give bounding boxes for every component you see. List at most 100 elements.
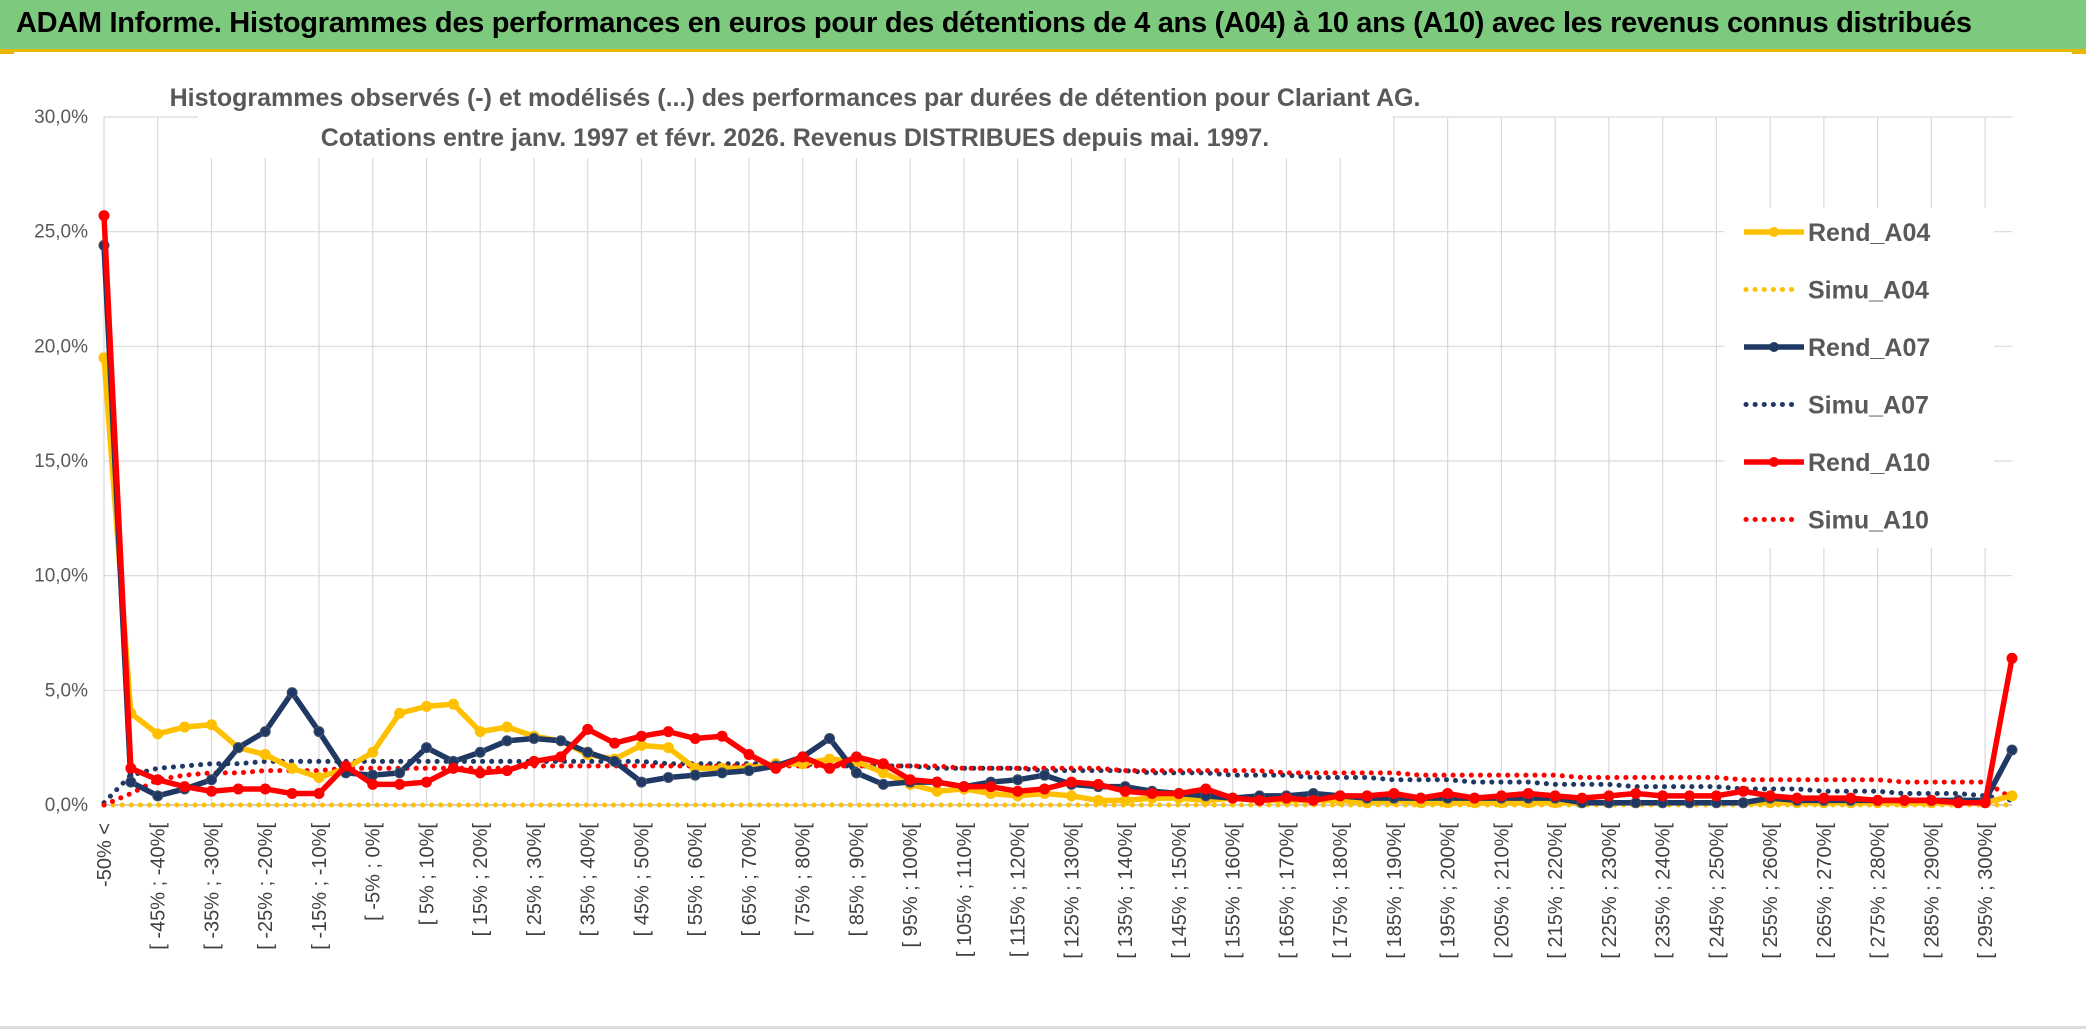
point-Rend_A10 [313,788,325,800]
point-Rend_A07 [125,776,137,788]
point-Rend_A07 [1630,797,1642,809]
point-Rend_A10 [420,776,432,788]
point-Rend_A10 [1818,792,1830,804]
y-tick-label: 10,0% [34,566,88,587]
point-Rend_A10 [447,762,459,774]
x-tick-label: [ 135% ; 140%[ [1115,823,1137,959]
point-Rend_A10 [1522,788,1534,800]
x-tick-label: [ 195% ; 200%[ [1438,823,1460,959]
x-tick-label: [ 155% ; 160%[ [1223,823,1245,959]
point-Rend_A10 [1952,797,1964,809]
point-Rend_A10 [555,751,567,763]
point-Rend_A10 [205,785,217,797]
point-Rend_A10 [1979,797,1991,809]
point-Rend_A10 [877,758,889,770]
x-tick-label: [ 75% ; 80%[ [793,823,815,937]
point-Rend_A07 [555,735,567,747]
point-Rend_A10 [985,781,997,793]
point-Rend_A07 [259,726,271,738]
x-tick-label: [ 25% ; 30%[ [524,823,546,937]
legend-marker [1769,342,1779,352]
point-Rend_A10 [232,783,244,795]
legend-entry-Simu_A04: Simu_A04 [1743,277,1929,305]
header-banner: ADAM Informe. Histogrammes des performan… [0,0,2086,52]
legend-entry-Simu_A07: Simu_A07 [1743,392,1929,420]
y-axis-ticks: 0,0% 5,0% 10,0% 15,0% 20,0% 25,0% 30,0% [34,107,88,816]
point-Rend_A10 [770,762,782,774]
point-Rend_A10 [1388,788,1400,800]
point-Rend_A07 [850,767,862,779]
point-Rend_A10 [1200,783,1212,795]
point-Rend_A10 [1280,792,1292,804]
point-Rend_A10 [1227,792,1239,804]
x-axis-ticks: -50% < [ -45% ; -40%[[ -35% ; -30%[[ -25%… [94,823,1997,959]
point-Rend_A07 [662,771,674,783]
point-Rend_A10 [716,730,728,742]
point-Rend_A10 [931,776,943,788]
x-tick-label: [ 95% ; 100%[ [900,823,922,948]
point-Rend_A10 [501,765,513,777]
point-Rend_A10 [1872,794,1884,806]
point-Rend_A04 [367,746,379,758]
point-Rend_A10 [1764,790,1776,802]
x-tick-label: [ 45% ; 50%[ [631,823,653,937]
point-Rend_A04 [1092,794,1104,806]
x-tick-label: [ -45% ; -40%[ [148,823,170,950]
point-Rend_A04 [662,742,674,754]
title-backdrop [198,76,1392,158]
point-Rend_A04 [152,728,164,740]
point-Rend_A07 [286,687,298,699]
point-Rend_A10 [1119,785,1131,797]
x-tick-label: [ 5% ; 10%[ [416,823,438,926]
point-Rend_A10 [1603,790,1615,802]
point-Rend_A10 [1925,794,1937,806]
point-Rend_A10 [1092,778,1104,790]
point-Rend_A10 [179,781,191,793]
point-Rend_A07 [824,732,836,744]
x-tick-label: [ 245% ; 250%[ [1706,823,1728,959]
legend-entry-Rend_A10: Rend_A10 [1744,449,1930,477]
point-Rend_A07 [205,774,217,786]
x-tick-label: [ 265% ; 270%[ [1814,823,1836,959]
legend-box [1724,208,1994,548]
point-Rend_A10 [340,760,352,772]
legend-entry-Rend_A04: Rend_A04 [1744,219,1930,247]
point-Rend_A10 [582,723,594,735]
point-Rend_A10 [1146,788,1158,800]
point-Rend_A10 [394,778,406,790]
point-Rend_A07 [2006,744,2018,756]
point-Rend_A10 [1173,788,1185,800]
point-Rend_A10 [1737,785,1749,797]
point-Rend_A04 [931,785,943,797]
chart-title-line-1: Histogrammes observés (-) et modélisés (… [170,84,1421,112]
point-Rend_A04 [501,721,513,733]
point-Rend_A07 [474,746,486,758]
x-tick-label: [ 225% ; 230%[ [1599,823,1621,959]
point-Rend_A07 [501,735,513,747]
point-Rend_A07 [609,755,621,767]
point-Rend_A07 [1012,774,1024,786]
accent-corner-left [0,50,14,54]
point-Rend_A04 [394,707,406,719]
series-layer [98,210,2018,809]
legend-label: Rend_A07 [1808,334,1930,362]
x-tick-label: [ 145% ; 150%[ [1169,823,1191,959]
point-Rend_A07 [635,776,647,788]
point-Rend_A10 [904,774,916,786]
point-Rend_A10 [1469,792,1481,804]
point-Rend_A10 [662,726,674,738]
x-tick-label: [ -5% ; 0%[ [363,823,385,921]
banner-title: ADAM Informe. Histogrammes des performan… [16,7,1972,39]
point-Rend_A07 [582,746,594,758]
point-Rend_A10 [367,778,379,790]
point-Rend_A07 [1039,769,1051,781]
x-tick-label: [ 85% ; 90%[ [846,823,868,937]
chart-title-line-2: Cotations entre janv. 1997 et févr. 2026… [321,124,1270,152]
point-Rend_A07 [152,790,164,802]
point-Rend_A10 [1549,790,1561,802]
x-tick-label: [ 115% ; 120%[ [1008,823,1030,958]
x-tick-label: [ 285% ; 290%[ [1921,823,1943,959]
x-tick-label: -50% < [94,823,116,887]
point-Rend_A10 [286,788,298,800]
